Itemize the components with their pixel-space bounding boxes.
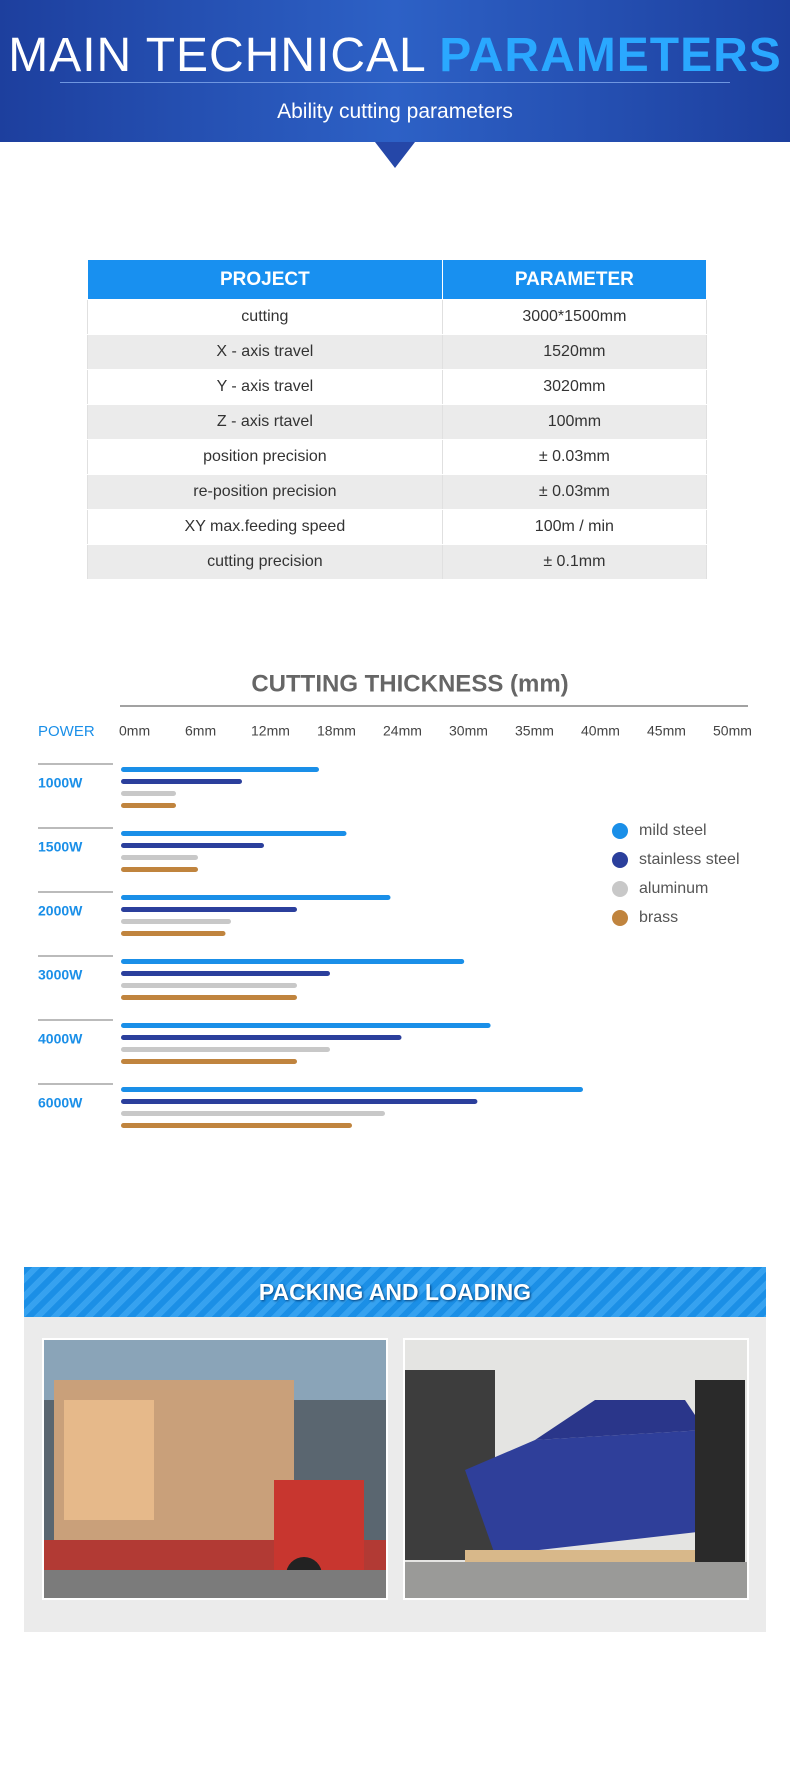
- cell: cutting precision: [87, 544, 443, 580]
- bar: [121, 867, 198, 872]
- param-table: PROJECT PARAMETER cutting 3000*1500mm X - ax…: [87, 259, 708, 580]
- cell: 1520mm: [441, 334, 708, 370]
- table-row: re-position precision ± 0.03mm: [87, 474, 708, 510]
- cell: 100m / min: [441, 509, 708, 545]
- table-row: Y - axis travel 3020mm: [87, 369, 708, 405]
- legend-label: aluminum: [639, 880, 708, 897]
- x-tick-label: 12mm: [251, 723, 290, 739]
- arrow: [375, 142, 415, 168]
- photo: [42, 1338, 388, 1600]
- legend-swatch: [612, 881, 628, 897]
- category-label: 6000W: [38, 1095, 83, 1111]
- cell: re-position precision: [87, 474, 443, 510]
- bar: [121, 1111, 385, 1116]
- cell: 3020mm: [441, 369, 708, 405]
- legend-swatch: [612, 852, 628, 868]
- title: MAIN TECHNICAL PARAMETERS: [0, 28, 790, 83]
- subtitle: Ability cutting parameters: [277, 100, 513, 123]
- packing-section: PACKING AND LOADING: [24, 1267, 766, 1632]
- category-label: 4000W: [38, 1031, 83, 1047]
- cell: ± 0.03mm: [441, 474, 708, 510]
- legend-label: stainless steel: [639, 851, 740, 868]
- cell: cutting: [87, 299, 443, 335]
- bar: [121, 1035, 402, 1040]
- chart-title: CUTTING THICKNESS (mm): [251, 670, 568, 697]
- bar: [121, 791, 176, 796]
- bar: [121, 959, 465, 964]
- table-row: XY max.feeding speed 100m / min: [87, 509, 708, 545]
- table-row: cutting precision ± 0.1mm: [87, 544, 708, 580]
- packing-title: PACKING AND LOADING: [24, 1267, 766, 1317]
- category-label: 3000W: [38, 967, 83, 983]
- legend-swatch: [612, 910, 628, 926]
- cell: ± 0.1mm: [441, 544, 708, 580]
- category-label: 1500W: [38, 839, 83, 855]
- x-tick-label: 0mm: [119, 723, 150, 739]
- category-label: 1000W: [38, 775, 83, 791]
- bar: [121, 1059, 297, 1064]
- bar: [121, 1123, 352, 1128]
- table-row: cutting 3000*1500mm: [87, 299, 708, 335]
- bar: [121, 803, 176, 808]
- bar: [121, 1099, 478, 1104]
- photo: [403, 1338, 749, 1600]
- rule: [60, 82, 730, 83]
- bar: [121, 843, 264, 848]
- x-tick-label: 24mm: [383, 723, 422, 739]
- bar: [121, 931, 226, 936]
- x-tick-label: 50mm: [713, 723, 752, 739]
- chart: CUTTING THICKNESS (mm) POWER 0mm 6mm 12mm 18m…: [38, 670, 752, 1128]
- bar: [121, 919, 231, 924]
- x-tick-label: 45mm: [647, 723, 686, 739]
- bar: [121, 907, 297, 912]
- legend-swatch: [612, 823, 628, 839]
- cell: 100mm: [441, 404, 708, 440]
- bar: [121, 855, 198, 860]
- bar: [121, 779, 242, 784]
- bar: [121, 983, 297, 988]
- cell: Y - axis travel: [87, 369, 443, 405]
- title-plain: MAIN TECHNICAL: [8, 29, 425, 82]
- column-header: PROJECT: [87, 259, 443, 300]
- cell: 3000*1500mm: [441, 299, 708, 335]
- bar: [121, 767, 319, 772]
- category-label: 2000W: [38, 903, 83, 919]
- bar: [121, 831, 347, 836]
- photo-art: [44, 1340, 386, 1598]
- table-row: X - axis travel 1520mm: [87, 334, 708, 370]
- header: MAIN TECHNICAL PARAMETERS Ability cuttin…: [0, 0, 790, 142]
- table-row: position precision ± 0.03mm: [87, 439, 708, 475]
- y-axis-label: POWER: [38, 723, 95, 740]
- bar: [121, 895, 391, 900]
- x-tick-label: 30mm: [449, 723, 488, 739]
- bar: [121, 1047, 330, 1052]
- cell: position precision: [87, 439, 443, 475]
- cell: Z - axis rtavel: [87, 404, 443, 440]
- title-accent: PARAMETERS: [439, 29, 782, 82]
- cell: XY max.feeding speed: [87, 509, 443, 545]
- cell: ± 0.03mm: [441, 439, 708, 475]
- photo-art: [405, 1340, 747, 1598]
- column-header: PARAMETER: [441, 259, 708, 300]
- x-tick-label: 6mm: [185, 723, 216, 739]
- x-tick-label: 40mm: [581, 723, 620, 739]
- bar: [121, 995, 297, 1000]
- cell: X - axis travel: [87, 334, 443, 370]
- legend-label: mild steel: [639, 822, 707, 839]
- legend-label: brass: [639, 909, 678, 926]
- table-row: Z - axis rtavel 100mm: [87, 404, 708, 440]
- bar: [121, 1023, 491, 1028]
- x-tick-label: 35mm: [515, 723, 554, 739]
- x-tick-label: 18mm: [317, 723, 356, 739]
- table-header: PROJECT PARAMETER: [87, 259, 708, 300]
- bar: [121, 1087, 583, 1092]
- bar: [121, 971, 330, 976]
